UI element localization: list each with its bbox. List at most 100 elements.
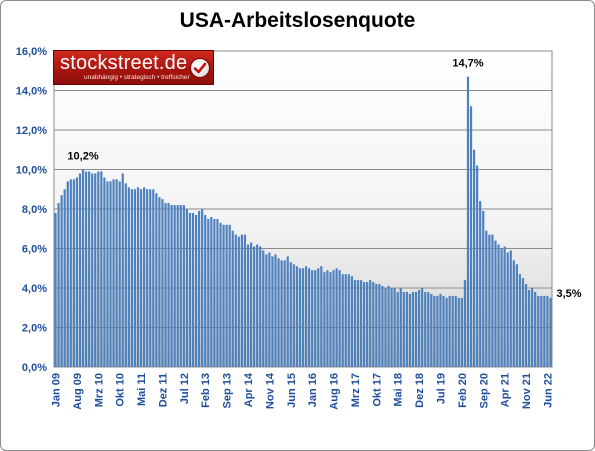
bar [396, 291, 399, 367]
bar [207, 218, 210, 368]
bar [121, 173, 124, 367]
bar [549, 297, 552, 368]
bar [237, 236, 240, 367]
brand-logo: stockstreet.de unabhängig • strategisch … [53, 50, 214, 85]
bar [139, 189, 143, 367]
x-tick-label: Nov 14 [264, 372, 276, 409]
x-tick-label: Jan 09 [51, 373, 63, 407]
bar [182, 205, 185, 367]
bar [94, 173, 97, 367]
bar [546, 295, 549, 367]
bar [375, 284, 378, 367]
bar [320, 266, 323, 367]
bar [173, 205, 176, 367]
x-tick-label: Okt 17 [371, 373, 383, 407]
bar [277, 258, 280, 368]
bar [427, 291, 430, 367]
bar [185, 209, 188, 367]
bar [274, 254, 277, 367]
bar [308, 268, 311, 367]
x-tick-label: Jun 15 [286, 373, 298, 408]
bar [146, 189, 149, 367]
bars [54, 76, 552, 368]
x-tick-label: Feb 20 [457, 373, 469, 408]
x-axis-labels: Jan 09 Aug 09 Mrz 10 Okt 10 Mai 11 Dez 11 Jul … [51, 372, 555, 410]
bar [363, 282, 366, 367]
bar [112, 179, 115, 368]
bar [136, 187, 140, 367]
x-tick-label: Aug 16 [329, 373, 341, 410]
bar [408, 293, 412, 367]
bar [268, 252, 271, 367]
bar [540, 295, 543, 367]
x-tick-label: Aug 09 [72, 373, 84, 410]
bar [103, 177, 106, 367]
checkmark-icon [191, 59, 209, 77]
y-tick-label: 16,0% [16, 46, 47, 58]
bar [228, 224, 231, 367]
bar [335, 268, 338, 367]
bar [292, 264, 295, 367]
bar [170, 205, 173, 367]
x-tick-label: Okt 10 [115, 373, 127, 407]
bar [179, 205, 182, 367]
annotations: 10,2% 14,7% 3,5% [67, 58, 581, 300]
bar [384, 288, 387, 367]
bar [317, 268, 320, 367]
bar [448, 295, 451, 367]
y-tick-label: 4,0% [22, 283, 47, 295]
bar [298, 268, 302, 367]
x-tick-label: Dez 11 [158, 373, 170, 407]
bar [485, 230, 488, 367]
bar [188, 212, 192, 367]
y-tick-label: 2,0% [22, 323, 47, 335]
x-tick-label: Mai 11 [136, 373, 148, 406]
bar [366, 282, 369, 367]
bar [155, 193, 158, 367]
bar [69, 179, 72, 368]
bar [329, 272, 332, 367]
bar [347, 274, 350, 367]
bar [497, 244, 500, 367]
bar [537, 295, 540, 367]
bar [314, 270, 317, 367]
bar [91, 173, 94, 367]
bar [75, 177, 79, 367]
bar [127, 187, 130, 367]
bar [405, 291, 408, 367]
y-tick-label: 8,0% [22, 204, 47, 216]
bar [521, 278, 525, 368]
bar [60, 195, 63, 367]
bar [231, 230, 234, 367]
x-tick-label: Jul 12 [179, 373, 191, 404]
bar [482, 210, 485, 367]
bar [149, 189, 152, 367]
bar [301, 268, 305, 367]
bar [390, 288, 393, 367]
bar [81, 169, 85, 367]
bar [515, 264, 518, 367]
bar [418, 289, 421, 367]
data-label: 3,5% [556, 288, 581, 300]
chart-title: USA-Arbeitslosenquote [179, 9, 416, 32]
bar [72, 179, 75, 368]
y-tick-label: 6,0% [22, 244, 47, 256]
bar [97, 171, 100, 367]
bar [271, 256, 274, 367]
bar [402, 291, 405, 367]
x-tick-label: Apr 14 [243, 372, 255, 407]
x-tick-label: Dez 18 [414, 373, 426, 408]
bar [204, 214, 207, 367]
bar [393, 288, 396, 367]
bar [472, 149, 476, 367]
bar [54, 212, 57, 367]
bar [430, 293, 433, 367]
bar [414, 291, 418, 367]
bar [286, 256, 289, 367]
bar [311, 270, 314, 367]
bar [256, 244, 259, 367]
bar [460, 297, 463, 368]
bar [509, 250, 512, 367]
bar [100, 171, 103, 367]
